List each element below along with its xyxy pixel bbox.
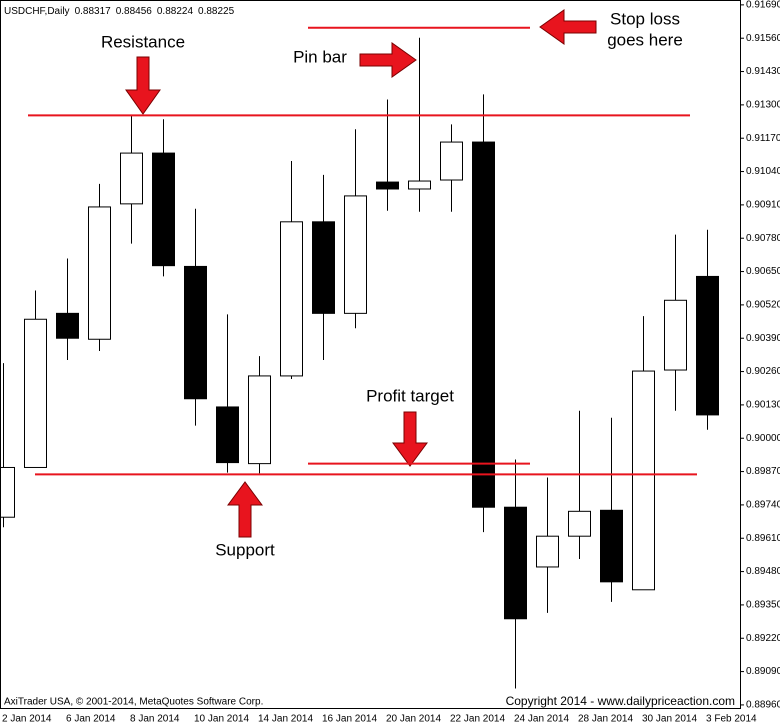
y-tick-label: 0.90260 <box>746 366 780 377</box>
y-tick-label: 0.89480 <box>746 566 780 577</box>
y-tick-label: 0.90130 <box>746 400 780 411</box>
candle-body <box>280 221 303 377</box>
arrows <box>125 9 597 538</box>
y-tick-label: 0.89610 <box>746 533 780 544</box>
y-tick-label: 0.90650 <box>746 266 780 277</box>
candle-body <box>472 141 495 508</box>
header-value: 0.88224 <box>157 6 194 17</box>
header-value: 0.88456 <box>116 6 153 17</box>
x-tick-label: 2 Jan 2014 <box>2 714 52 725</box>
frame <box>0 0 741 709</box>
y-tick-label: 0.89870 <box>746 466 780 477</box>
x-tick-label: 3 Feb 2014 <box>706 714 757 725</box>
y-tick-label: 0.91040 <box>746 166 780 177</box>
arrow-pin-bar <box>359 42 417 78</box>
candle-body <box>440 141 463 181</box>
footer-right: Copyright 2014 - www.dailypriceaction.co… <box>506 694 735 708</box>
x-tick-label: 24 Jan 2014 <box>514 714 569 725</box>
candle-body <box>600 509 623 583</box>
y-tick-label: 0.88960 <box>746 700 780 711</box>
candle-body <box>184 265 207 400</box>
x-tick-label: 28 Jan 2014 <box>578 714 633 725</box>
x-tick-label: 22 Jan 2014 <box>450 714 505 725</box>
candle-body <box>536 535 559 568</box>
y-tick-label: 0.90910 <box>746 200 780 211</box>
annotation: Resistance <box>101 32 185 51</box>
y-tick-label: 0.91430 <box>746 66 780 77</box>
candle-body <box>632 370 655 591</box>
y-tick-label: 0.91690 <box>746 0 780 11</box>
y-tick-label: 0.90780 <box>746 233 780 244</box>
annotation: Support <box>215 540 275 559</box>
annotation: Stop loss <box>610 9 680 28</box>
candle-body <box>696 275 719 416</box>
y-tick-label: 0.89220 <box>746 633 780 644</box>
candle-body <box>152 152 175 267</box>
candle-body <box>24 318 47 468</box>
y-tick-label: 0.90520 <box>746 300 780 311</box>
candle-body <box>120 152 143 205</box>
header-value: 0.88225 <box>198 6 235 17</box>
y-tick-label: 0.91300 <box>746 100 780 111</box>
y-tick-label: 0.90000 <box>746 433 780 444</box>
candle-body <box>408 180 431 190</box>
chart-header: USDCHF,Daily 0.88317 0.88456 0.88224 0.88225 <box>4 6 235 17</box>
candle-body <box>664 299 687 371</box>
arrow-resistance <box>125 56 161 115</box>
header-symbol: USDCHF,Daily <box>4 6 70 17</box>
y-tick-label: 0.89090 <box>746 666 780 677</box>
y-tick-label: 0.91170 <box>746 133 780 144</box>
arrow-profit-target <box>392 411 428 467</box>
y-tick-label: 0.89350 <box>746 600 780 611</box>
candle-body <box>344 195 367 314</box>
y-tick-label: 0.91560 <box>746 33 780 44</box>
y-tick-label: 0.89740 <box>746 500 780 511</box>
annotation: goes here <box>607 30 683 49</box>
x-tick-label: 8 Jan 2014 <box>130 714 180 725</box>
arrow-support <box>227 481 263 538</box>
y-tick-label: 0.90390 <box>746 333 780 344</box>
candle-body <box>504 506 527 620</box>
candle-body <box>312 221 335 314</box>
x-tick-label: 30 Jan 2014 <box>642 714 697 725</box>
candle-body <box>88 206 111 340</box>
annotation: Profit target <box>366 386 454 405</box>
x-tick-label: 20 Jan 2014 <box>386 714 441 725</box>
footer-left: AxiTrader USA, © 2001-2014, MetaQuotes S… <box>4 697 263 708</box>
x-tick-label: 14 Jan 2014 <box>258 714 313 725</box>
candle-body <box>56 312 79 339</box>
candle-body <box>376 181 399 190</box>
candle-body <box>216 406 239 464</box>
x-tick-label: 16 Jan 2014 <box>322 714 377 725</box>
candle-body <box>0 466 15 518</box>
plot-area <box>0 37 719 689</box>
candle-body <box>248 375 271 465</box>
arrow-stop-loss <box>539 9 597 45</box>
annotation: Pin bar <box>293 47 347 66</box>
x-tick-label: 10 Jan 2014 <box>194 714 249 725</box>
header-value: 0.88317 <box>75 6 112 17</box>
candle-body <box>568 510 591 537</box>
x-tick-label: 6 Jan 2014 <box>66 714 116 725</box>
